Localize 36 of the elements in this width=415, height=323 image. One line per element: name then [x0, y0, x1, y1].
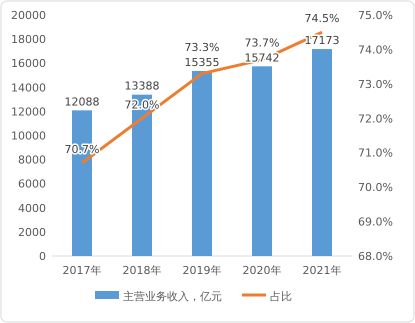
y-tick-label: 0 — [39, 250, 46, 263]
data-label: 74.5% — [304, 12, 340, 26]
y2-tick-label: 74.0% — [358, 43, 393, 56]
legend-label: 占比 — [270, 290, 292, 303]
y2-tick-label: 73.0% — [358, 78, 393, 91]
legend-label: 主营业务收入，亿元 — [123, 290, 222, 303]
data-label: 17173 — [304, 34, 340, 48]
bar — [252, 66, 272, 256]
y-tick-label: 16000 — [11, 57, 46, 70]
y2-tick-label: 70.0% — [358, 181, 393, 194]
y2-tick-label: 71.0% — [358, 146, 393, 160]
y-tick-label: 10000 — [11, 130, 46, 142]
data-label: 15355 — [184, 56, 220, 69]
x-tick-label: 2017年 — [62, 264, 102, 277]
x-tick-label: 2019年 — [182, 264, 222, 277]
data-label: 13388 — [124, 80, 160, 93]
bar — [192, 70, 212, 256]
x-tick-label: 2020年 — [242, 264, 282, 277]
y-tick-label: 2000 — [18, 226, 46, 239]
y-tick-label: 8000 — [18, 154, 46, 167]
bar — [312, 49, 332, 256]
data-label: 12088 — [64, 95, 100, 108]
y-tick-label: 20000 — [11, 9, 46, 22]
y2-tick-label: 69.0% — [358, 216, 393, 229]
y2-tick-label: 72.0% — [358, 112, 393, 126]
y2-tick-label: 75.0% — [358, 9, 393, 22]
y-tick-label: 6000 — [18, 178, 46, 191]
y-tick-label: 4000 — [18, 202, 46, 215]
y-tick-label: 18000 — [11, 33, 46, 46]
y2-tick-label: 68.0% — [358, 250, 393, 263]
x-tick-label: 2021年 — [302, 264, 342, 277]
data-label: 73.7% — [244, 36, 280, 50]
y-tick-label: 12000 — [11, 105, 46, 118]
x-tick-label: 2018年 — [122, 264, 162, 277]
data-label: 73.3% — [184, 40, 220, 54]
y-tick-label: 14000 — [11, 81, 46, 94]
